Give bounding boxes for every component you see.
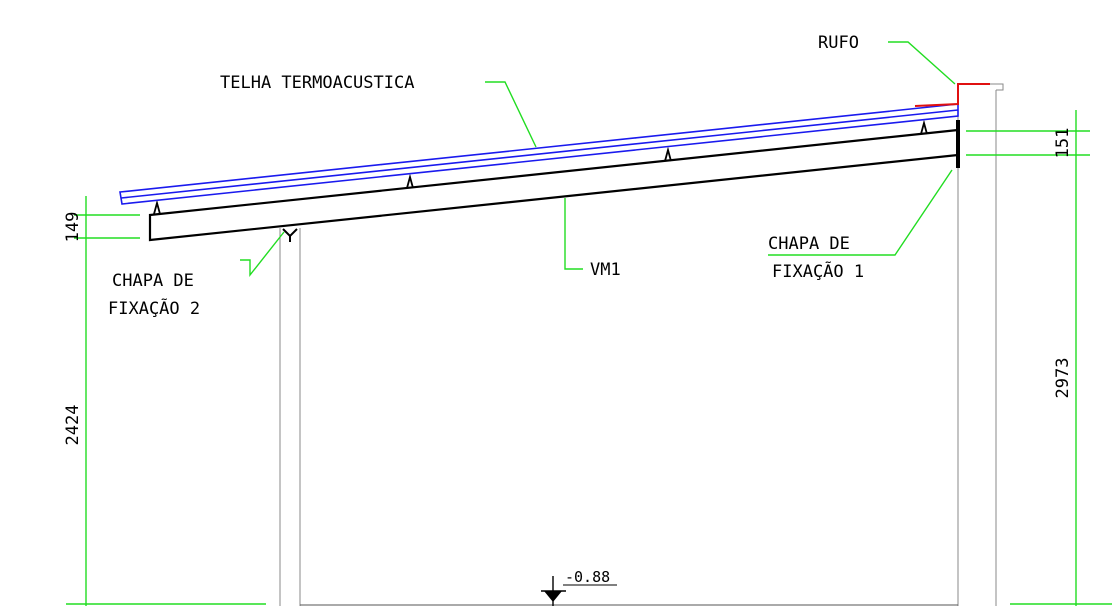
leader-lines bbox=[240, 41, 956, 278]
label-chapa2-line1: CHAPA DE bbox=[112, 271, 194, 291]
level-value: -0.88 bbox=[565, 568, 610, 586]
label-chapa1-line2: FIXAÇÃO 1 bbox=[772, 260, 864, 282]
dimension-2973: 2973 bbox=[1053, 358, 1073, 399]
label-rufo: RUFO bbox=[818, 33, 859, 53]
label-chapa2-line2: FIXAÇÃO 2 bbox=[108, 297, 200, 319]
label-telha: TELHA TERMOACUSTICA bbox=[220, 73, 414, 93]
right-wall bbox=[957, 83, 1004, 606]
dimension-2424: 2424 bbox=[63, 405, 83, 446]
fixing-plate-2 bbox=[282, 228, 298, 242]
purlins bbox=[153, 119, 928, 215]
dimension-151: 151 bbox=[1053, 128, 1073, 159]
dimension-left bbox=[66, 196, 266, 606]
dimension-149: 149 bbox=[63, 212, 83, 243]
label-chapa1-line1: CHAPA DE bbox=[768, 234, 850, 254]
flashing-rufo bbox=[914, 83, 990, 107]
beam-vm1 bbox=[148, 120, 960, 242]
left-column bbox=[279, 228, 301, 606]
dimension-right bbox=[966, 110, 1112, 606]
label-vm1: VM1 bbox=[590, 260, 621, 280]
level-marker: -0.88 bbox=[541, 568, 617, 606]
roof-tile bbox=[119, 103, 959, 205]
